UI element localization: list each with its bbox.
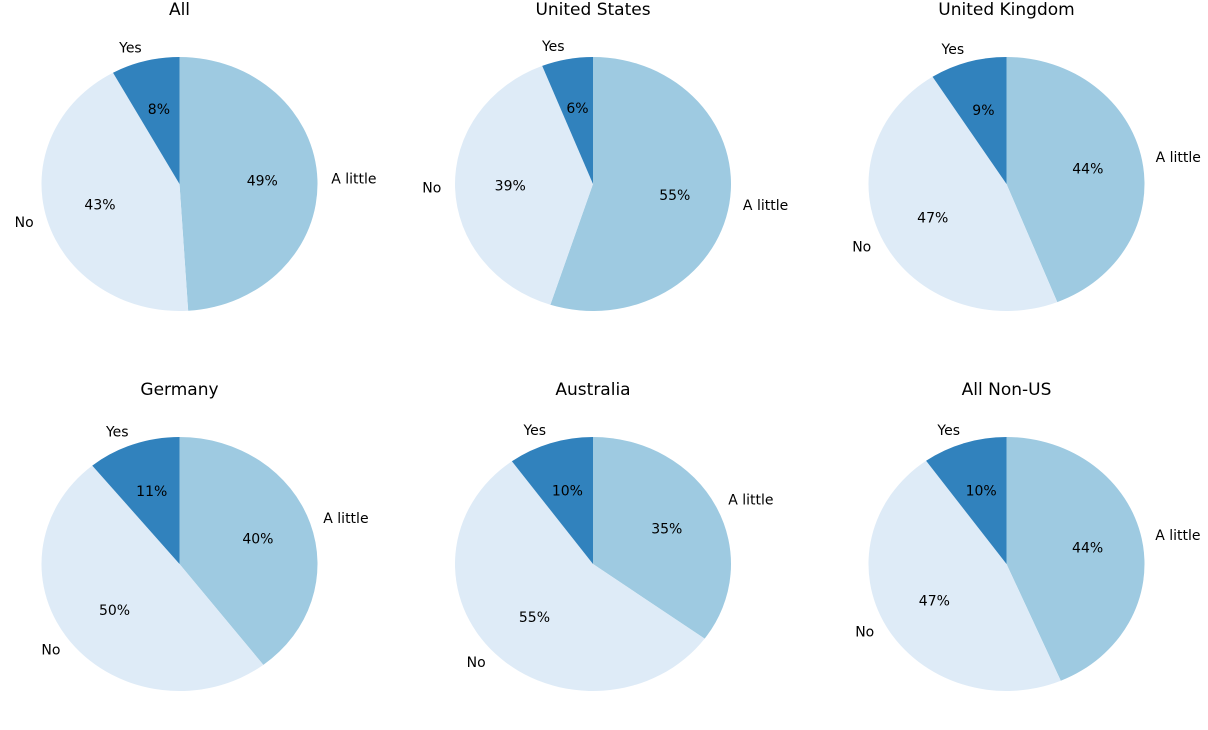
pie-pct-no: 50% bbox=[99, 603, 130, 619]
pie-wedge-yes bbox=[92, 437, 180, 564]
pie-wedge-a-little bbox=[179, 57, 318, 311]
pie-wedge-a-little bbox=[1006, 57, 1145, 303]
pie-pct-yes: 10% bbox=[552, 484, 583, 500]
pie-pct-yes: 6% bbox=[566, 101, 588, 117]
pie-pct-a-little: 40% bbox=[242, 532, 273, 548]
pie-label-yes: Yes bbox=[105, 424, 129, 440]
pie-wedge-yes bbox=[932, 57, 1007, 184]
pie-united-states: United States A little 55% No 39% Yes 6% bbox=[422, 0, 788, 311]
pie-wedge-no bbox=[455, 65, 593, 305]
pie-wedge-a-little bbox=[179, 437, 318, 665]
pie-label-a-little: A little bbox=[1156, 150, 1201, 166]
pie-title: Germany bbox=[140, 380, 218, 400]
pie-wedge-a-little bbox=[593, 437, 732, 639]
pie-australia: Australia A little 35% No 55% Yes 10% bbox=[455, 380, 774, 691]
pie-wedge-yes bbox=[926, 437, 1007, 564]
pie-label-yes: Yes bbox=[936, 423, 960, 439]
pie-all: All A little 49% No 43% Yes 8% bbox=[15, 0, 377, 312]
pie-title: All bbox=[169, 0, 190, 20]
pie-label-no: No bbox=[15, 215, 34, 231]
pie-label-no: No bbox=[41, 643, 60, 659]
pie-pct-a-little: 44% bbox=[1072, 541, 1103, 557]
pie-pct-no: 55% bbox=[519, 610, 550, 626]
pie-united-kingdom: United Kingdom A little 44% No 47% Yes 9% bbox=[852, 0, 1201, 311]
pie-label-yes: Yes bbox=[541, 39, 565, 55]
pie-label-a-little: A little bbox=[331, 172, 376, 188]
pie-label-no: No bbox=[422, 180, 441, 196]
pie-title: United States bbox=[535, 0, 650, 20]
pie-wedge-yes bbox=[542, 57, 593, 184]
pie-label-yes: Yes bbox=[118, 41, 142, 57]
pie-pct-a-little: 44% bbox=[1072, 162, 1103, 178]
pie-pct-yes: 9% bbox=[972, 103, 994, 119]
pie-label-yes: Yes bbox=[941, 42, 965, 58]
pie-wedge-yes bbox=[511, 437, 593, 564]
pie-label-no: No bbox=[467, 655, 486, 671]
pie-pct-yes: 11% bbox=[136, 484, 167, 500]
pie-pct-no: 39% bbox=[495, 178, 526, 194]
pie-label-a-little: A little bbox=[1155, 528, 1200, 544]
pie-wedge-no bbox=[868, 460, 1061, 691]
pie-pct-yes: 8% bbox=[148, 102, 170, 118]
pie-pct-a-little: 55% bbox=[659, 188, 690, 204]
pie-title: United Kingdom bbox=[938, 0, 1074, 20]
pie-label-a-little: A little bbox=[743, 198, 788, 214]
pie-germany: Germany A little 40% No 50% Yes 11% bbox=[41, 380, 369, 692]
pie-pct-no: 47% bbox=[919, 593, 950, 609]
pie-wedge-no bbox=[41, 72, 189, 312]
pie-title: Australia bbox=[555, 380, 630, 400]
pie-wedge-no bbox=[41, 465, 264, 692]
pie-pct-yes: 10% bbox=[966, 483, 997, 499]
pie-wedge-no bbox=[868, 76, 1058, 311]
pie-pct-no: 43% bbox=[84, 197, 115, 213]
pie-label-a-little: A little bbox=[728, 493, 773, 509]
pie-label-yes: Yes bbox=[522, 423, 546, 439]
pie-all-non-us: All Non-US A little 44% No 47% Yes 10% bbox=[855, 380, 1201, 691]
pie-pct-a-little: 35% bbox=[651, 521, 682, 537]
pie-label-a-little: A little bbox=[323, 511, 368, 527]
pie-wedge-a-little bbox=[550, 57, 732, 311]
pie-wedge-no bbox=[455, 461, 705, 691]
pie-label-no: No bbox=[852, 239, 871, 255]
pie-title: All Non-US bbox=[962, 380, 1052, 400]
pie-pct-a-little: 49% bbox=[247, 174, 278, 190]
pie-wedge-yes bbox=[113, 57, 180, 184]
pie-pct-no: 47% bbox=[917, 211, 948, 227]
pie-label-no: No bbox=[855, 625, 874, 641]
pie-wedge-a-little bbox=[1006, 437, 1145, 681]
